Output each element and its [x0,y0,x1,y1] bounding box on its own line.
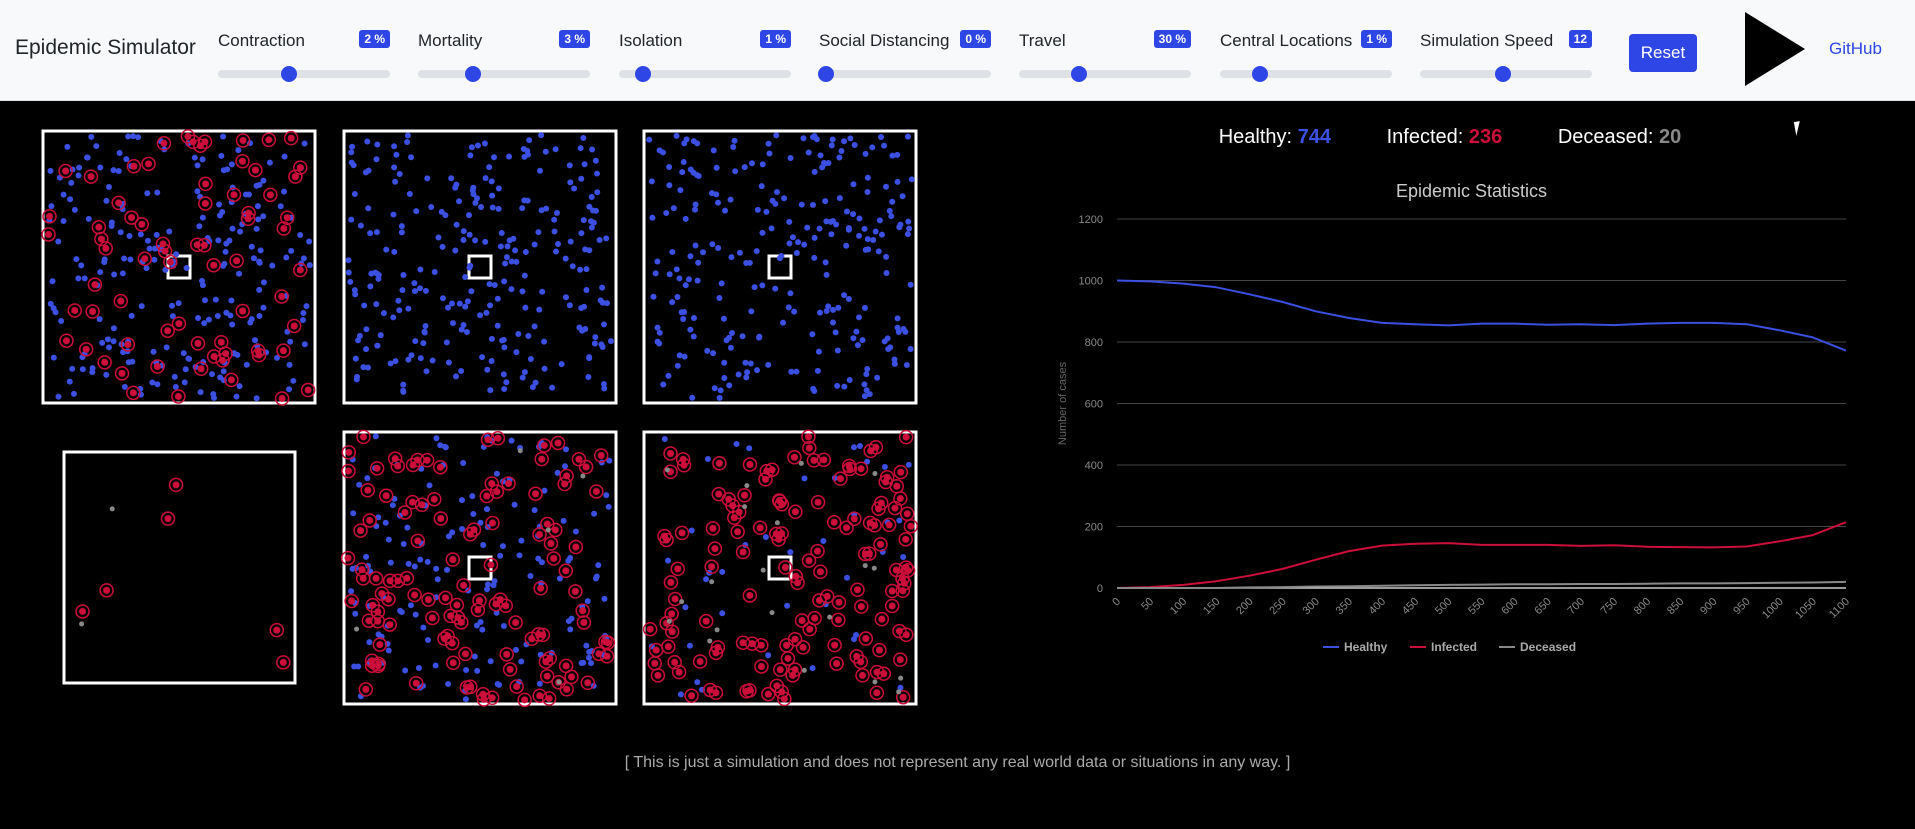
infected-label: Infected: [1386,126,1464,148]
mortality-label: Mortality [418,31,483,50]
x-tick-0: 0 [1110,596,1123,609]
travel-slider-thumb[interactable] [1071,66,1088,82]
isolation-value-badge: 1 % [760,30,791,48]
isolation-slider-thumb[interactable] [635,66,652,82]
x-tick-350: 350 [1334,596,1355,617]
series-line-infected [1116,521,1847,589]
x-tick-150: 150 [1201,596,1222,617]
community-2-box [342,129,618,405]
simulation-speed-slider[interactable] [1420,66,1592,82]
mortality-value-badge: 3 % [559,30,590,48]
disclaimer-text: [ This is just a simulation and does not… [624,754,1291,771]
stats-summary: Healthy: 744 Infected: 236 Deceased: 20 [1050,126,1850,149]
y-tick-600: 600 [1085,399,1103,411]
contraction-value-badge: 2 % [359,30,390,48]
chart-title: Epidemic Statistics [1396,181,1547,201]
x-tick-500: 500 [1433,596,1454,617]
deceased-label: Deceased: [1557,126,1654,148]
social-distancing-slider-thumb[interactable] [817,66,834,82]
mortality-slider-thumb[interactable] [465,66,482,82]
simulation-speed-value-badge: 12 [1568,30,1592,48]
y-tick-0: 0 [1097,583,1103,595]
x-tick-750: 750 [1599,596,1620,617]
legend-label-healthy: Healthy [1344,640,1388,654]
central-location-6 [767,555,793,581]
contraction-slider-thumb[interactable] [280,66,297,82]
social-distancing-slider[interactable] [817,66,991,82]
social-distancing-value-badge: 0 % [960,30,991,48]
contraction-slider[interactable] [218,66,390,82]
x-tick-400: 400 [1367,596,1388,617]
y-tick-400: 400 [1085,460,1103,472]
central-locations-label: Central Locations [1220,31,1353,50]
x-tick-200: 200 [1234,596,1255,617]
legend-label-deceased: Deceased [1520,640,1576,654]
x-tick-850: 850 [1665,596,1686,617]
x-tick-800: 800 [1632,596,1653,617]
healthy-value: 744 [1297,126,1332,148]
central-locations-slider[interactable] [1220,66,1392,82]
mortality-slider[interactable] [418,66,590,82]
x-tick-100: 100 [1168,596,1189,617]
travel-label: Travel [1019,31,1066,50]
y-tick-200: 200 [1085,522,1103,534]
x-tick-900: 900 [1698,596,1719,617]
x-tick-550: 550 [1466,596,1487,617]
y-tick-800: 800 [1085,337,1103,349]
series-line-deceased [1117,580,1847,589]
x-tick-650: 650 [1532,596,1553,617]
y-axis-label: Number of cases [1057,361,1069,445]
y-tick-1200: 1200 [1079,214,1103,226]
x-tick-1100: 1100 [1827,596,1852,621]
y-tick-1000: 1000 [1079,276,1103,288]
play-icon[interactable] [1745,12,1805,86]
x-tick-950: 950 [1731,596,1752,617]
isolation-slider[interactable] [619,66,791,82]
deceased-value: 20 [1659,126,1682,148]
app-title: Epidemic Simulator [15,36,196,59]
github-link[interactable]: GitHub [1829,39,1882,58]
simulation-speed-slider-thumb[interactable] [1494,66,1511,82]
x-tick-700: 700 [1566,596,1587,617]
series-line-healthy [1116,279,1847,352]
simulation-canvas [41,129,919,708]
reset-button[interactable]: Reset [1629,34,1697,72]
community-3-box [642,129,918,405]
x-tick-1050: 1050 [1793,596,1819,622]
x-tick-600: 600 [1499,596,1520,617]
central-locations-value-badge: 1 % [1361,30,1392,48]
x-tick-300: 300 [1300,596,1321,617]
isolation-label: Isolation [619,31,683,50]
deceased-stat: Deceased: 20 [1558,126,1681,149]
epidemic-chart: Epidemic Statistics Number of cases 0 200 40… [1057,181,1852,654]
x-tick-250: 250 [1267,596,1288,617]
legend-label-infected: Infected [1431,640,1477,654]
mouse-cursor-icon [1793,120,1809,136]
central-locations-slider-thumb[interactable] [1251,66,1268,82]
central-location-5 [467,555,493,581]
infected-value: 236 [1468,126,1503,148]
social-distancing-label: Social Distancing [819,31,950,50]
x-tick-1000: 1000 [1760,596,1786,622]
contraction-label: Contraction [218,31,305,50]
simulation-speed-label: Simulation Speed [1420,31,1554,50]
travel-value-badge: 30 % [1153,30,1191,48]
x-tick-450: 450 [1400,596,1421,617]
healthy-label: Healthy: [1218,126,1293,148]
community-4-box [62,450,297,685]
top-navbar: Epidemic Simulator Contraction 2 % Mortali… [0,0,1915,101]
travel-slider[interactable] [1019,66,1191,82]
healthy-stat: Healthy: 744 [1219,126,1331,149]
central-location-1 [166,254,192,280]
infected-stat: Infected: 236 [1387,126,1503,149]
x-tick-50: 50 [1139,596,1156,613]
